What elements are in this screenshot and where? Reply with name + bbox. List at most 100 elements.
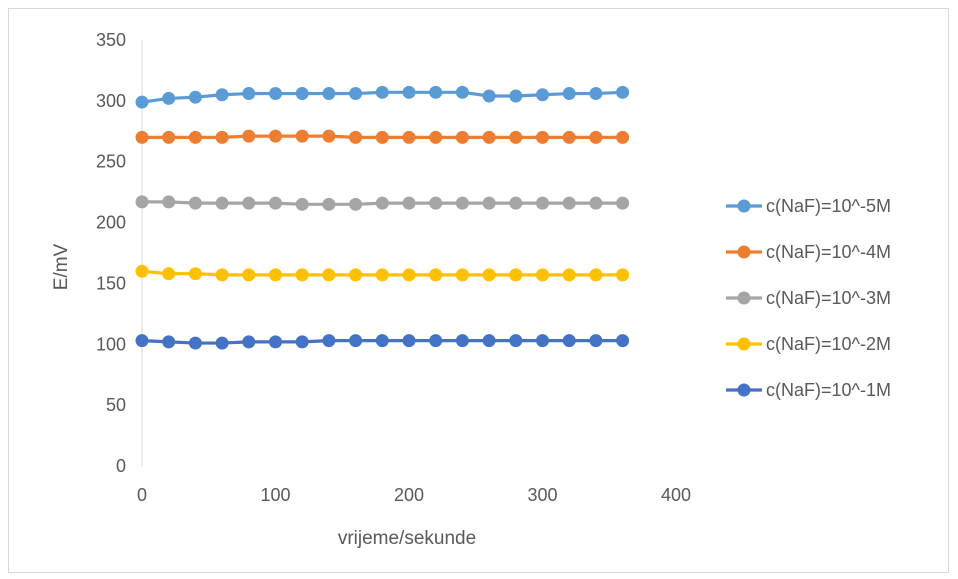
legend-item: c(NaF)=10^-1M — [726, 380, 891, 400]
data-point — [402, 85, 416, 99]
data-point — [375, 334, 389, 348]
legend-swatch-marker — [737, 383, 751, 397]
data-point — [562, 196, 576, 210]
data-point — [135, 334, 149, 348]
data-point — [322, 87, 336, 101]
y-tick-label: 50 — [106, 395, 126, 415]
data-point — [402, 130, 416, 144]
y-tick-label: 100 — [96, 334, 126, 354]
data-point — [616, 334, 630, 348]
data-point — [509, 130, 523, 144]
series-2 — [135, 129, 630, 144]
data-point — [402, 268, 416, 282]
data-point — [616, 130, 630, 144]
data-point — [215, 88, 229, 102]
data-point — [295, 335, 309, 349]
data-point — [322, 268, 336, 282]
data-point — [349, 334, 363, 348]
data-point — [589, 196, 603, 210]
data-point — [215, 130, 229, 144]
data-point — [536, 268, 549, 282]
series-4 — [135, 264, 630, 282]
series-3 — [135, 195, 630, 211]
data-point — [269, 87, 282, 101]
x-tick-label: 400 — [661, 485, 691, 505]
data-point — [589, 87, 603, 101]
data-point — [295, 268, 309, 282]
data-point — [162, 91, 176, 105]
data-point — [269, 129, 282, 143]
x-axis-label: vrijeme/sekunde — [338, 528, 476, 549]
data-point — [269, 268, 282, 282]
data-point — [429, 268, 443, 282]
data-point — [536, 88, 549, 102]
y-tick-label: 200 — [96, 213, 126, 233]
data-point — [322, 334, 336, 348]
data-point — [616, 85, 630, 99]
legend-swatch-marker — [737, 199, 751, 213]
y-tick-label: 300 — [96, 91, 126, 111]
data-point — [375, 85, 389, 99]
data-point — [269, 196, 282, 210]
data-point — [188, 130, 202, 144]
data-point — [188, 90, 202, 104]
y-tick-label: 0 — [116, 456, 126, 476]
data-point — [589, 268, 603, 282]
data-point — [215, 336, 229, 350]
y-tick-label: 350 — [96, 30, 126, 50]
data-point — [455, 196, 469, 210]
data-point — [429, 334, 443, 348]
data-point — [242, 268, 256, 282]
legend-swatch-marker — [737, 245, 751, 259]
data-point — [295, 197, 309, 211]
x-tick-label: 0 — [137, 485, 147, 505]
legend-label: c(NaF)=10^-3M — [766, 288, 891, 308]
data-point — [536, 196, 549, 210]
data-point — [482, 196, 496, 210]
chart-area: 0 50 100 150 200 250 300 350 0 100 200 300 400 c(Na… — [8, 8, 949, 573]
series-1 — [135, 85, 630, 109]
data-point — [135, 195, 149, 209]
data-point — [482, 130, 496, 144]
data-point — [242, 87, 256, 101]
data-point — [162, 195, 176, 209]
data-point — [509, 196, 523, 210]
data-point — [562, 268, 576, 282]
data-point — [242, 196, 256, 210]
data-point — [188, 267, 202, 281]
data-point — [242, 129, 256, 143]
legend-label: c(NaF)=10^-5M — [766, 196, 891, 216]
data-point — [295, 129, 309, 143]
data-point — [562, 130, 576, 144]
data-point — [455, 85, 469, 99]
data-point — [402, 334, 416, 348]
data-point — [482, 334, 496, 348]
legend-swatch-marker — [737, 291, 751, 305]
data-point — [322, 129, 336, 143]
legend-item: c(NaF)=10^-2M — [726, 334, 891, 354]
data-point — [295, 87, 309, 101]
x-tick-label: 200 — [394, 485, 424, 505]
data-point — [135, 95, 149, 109]
data-point — [402, 196, 416, 210]
data-point — [349, 87, 363, 101]
data-point — [242, 335, 256, 349]
legend-item: c(NaF)=10^-5M — [726, 196, 891, 216]
data-point — [188, 336, 202, 350]
data-point — [375, 130, 389, 144]
data-point — [215, 268, 229, 282]
legend-label: c(NaF)=10^-4M — [766, 242, 891, 262]
plot-series — [135, 85, 630, 350]
data-point — [509, 268, 523, 282]
legend-label: c(NaF)=10^-2M — [766, 334, 891, 354]
y-tick-label: 250 — [96, 152, 126, 172]
data-point — [349, 130, 363, 144]
legend-item: c(NaF)=10^-3M — [726, 288, 891, 308]
data-point — [509, 89, 523, 103]
data-point — [589, 130, 603, 144]
data-point — [349, 268, 363, 282]
data-point — [215, 196, 229, 210]
data-point — [616, 196, 630, 210]
legend-item: c(NaF)=10^-4M — [726, 242, 891, 262]
x-axis: 0 100 200 300 400 — [137, 485, 691, 505]
